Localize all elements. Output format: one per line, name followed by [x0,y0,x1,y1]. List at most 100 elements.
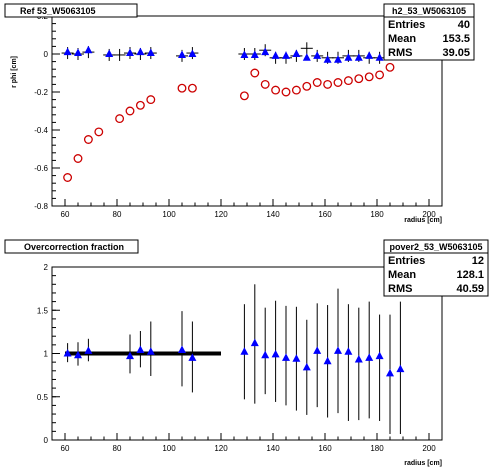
stats-entries-value-bottom: 12 [472,255,484,267]
triangle-point-top-21 [365,51,374,59]
x-tick-label-top-3: 120 [214,210,228,219]
triangle-point-top-13 [282,51,290,59]
x-tick-label-top-6: 180 [370,210,384,219]
triangle-point-bottom-0 [63,349,72,357]
triangle-point-bottom-2 [84,346,93,354]
stats-mean-label-top: Mean [388,33,416,45]
circle-point-top-24 [385,62,395,72]
marks-top [61,23,407,182]
triangle-point-bottom-20 [365,353,374,361]
circle-point-top-11 [250,68,260,78]
x-tick-label-bottom-4: 140 [266,444,280,453]
triangle-point-top-16 [313,51,322,59]
triangle-point-top-10 [250,50,259,58]
stats-mean-value-bottom: 128.1 [456,269,484,281]
title-box-bottom [4,239,139,254]
circle-point-top-6 [135,100,145,110]
circle-point-top-0 [63,173,73,182]
triangle-point-top-11 [261,47,270,56]
circle-point-top-5 [125,106,135,116]
triangle-point-top-15 [302,53,311,61]
triangle-point-bottom-7 [188,353,197,361]
y-tick-label-top-3: -0.2 [34,88,48,97]
circle-point-top-19 [333,78,343,87]
circle-point-top-10 [239,91,249,101]
stats-mean-label-bottom: Mean [388,269,416,281]
triangle-point-bottom-6 [178,345,186,354]
triangle-point-top-19 [344,53,353,61]
stats-box-top: h2_53_W5063105 Entries 40 Mean 153.5 RMS… [383,3,475,61]
x-tick-label-top-2: 100 [162,210,176,219]
triangle-point-bottom-9 [250,338,259,347]
x-tick-label-bottom-3: 120 [214,444,228,453]
triangle-point-top-8 [188,49,197,57]
circle-point-top-8 [177,83,187,93]
circle-point-top-4 [115,114,125,124]
circle-point-top-1 [73,154,83,163]
circle-point-top-23 [375,70,385,80]
triangle-point-top-12 [271,51,280,59]
circle-point-top-7 [146,95,156,105]
triangle-point-top-0 [63,47,72,56]
triangle-point-top-4 [126,48,134,57]
stats-rms-value-bottom: 40.59 [456,283,484,295]
triangle-point-bottom-8 [240,347,249,355]
x-tick-label-top-7: 200 [422,210,436,219]
stats-rms-label-bottom: RMS [388,283,412,295]
title-box-top [4,3,138,18]
triangle-point-bottom-23 [396,364,405,373]
triangle-point-top-2 [84,45,93,54]
y-tick-label-top-1: -0.6 [34,164,48,173]
x-tick-label-top-1: 80 [113,210,122,219]
triangle-point-top-20 [354,53,363,61]
x-tick-label-bottom-1: 80 [113,444,122,453]
triangle-point-bottom-10 [261,350,270,359]
circle-point-top-2 [83,135,93,144]
chart-title-bottom: Overcorrection fraction [24,242,124,252]
triangle-point-top-18 [334,55,342,63]
triangle-point-bottom-14 [302,362,311,371]
triangle-point-bottom-18 [344,347,353,355]
triangle-point-bottom-15 [313,346,322,354]
triangle-point-top-17 [323,55,332,63]
ticks-top: 6080100120140160180200-0.8-0.6-0.4-0.200… [34,12,443,219]
x-tick-label-bottom-7: 200 [422,444,436,453]
triangle-point-bottom-22 [386,368,394,377]
circle-point-top-15 [291,85,301,95]
y-axis-label-top: r phi [cm] [11,56,18,88]
triangle-point-bottom-13 [292,354,301,362]
stats-name-bottom: pover2_53_W5063105 [389,242,482,252]
x-tick-label-top-5: 160 [318,210,332,219]
y-tick-label-bottom-4: 2 [44,263,49,272]
y-tick-label-top-4: 0 [44,50,49,59]
stats-entries-value-top: 40 [458,19,470,31]
triangle-point-top-7 [178,50,186,58]
circle-point-top-13 [271,85,281,95]
panel-top: 6080100120140160180200-0.8-0.6-0.4-0.200… [4,3,475,224]
triangle-point-top-14 [292,49,301,57]
y-tick-label-top-2: -0.4 [34,126,48,135]
chart-title-top: Ref 53_W5063105 [20,6,96,16]
circle-point-top-9 [187,83,197,93]
stats-entries-label-top: Entries [388,19,425,31]
x-tick-label-bottom-6: 180 [370,444,384,453]
triangle-point-bottom-17 [334,346,342,354]
stats-name-top: h2_53_W5063105 [392,6,466,16]
y-tick-label-bottom-1: 0.5 [37,393,49,402]
circle-point-top-14 [281,87,291,97]
cross-point-top-16 [300,42,313,55]
y-tick-label-bottom-0: 0 [44,436,49,445]
triangle-point-bottom-16 [323,356,332,365]
marks-bottom [63,284,405,434]
x-tick-label-top-4: 140 [266,210,280,219]
triangle-point-top-5 [136,47,145,56]
circle-point-top-17 [312,78,322,87]
y-tick-label-bottom-2: 1 [44,350,49,359]
triangle-point-bottom-3 [126,351,134,360]
circle-point-top-16 [302,81,312,91]
triangle-point-bottom-21 [375,351,384,360]
circle-point-top-18 [323,79,333,89]
circle-point-top-22 [364,72,374,82]
stats-rms-value-top: 39.05 [442,47,470,59]
x-axis-label-top: radius [cm] [404,217,442,224]
